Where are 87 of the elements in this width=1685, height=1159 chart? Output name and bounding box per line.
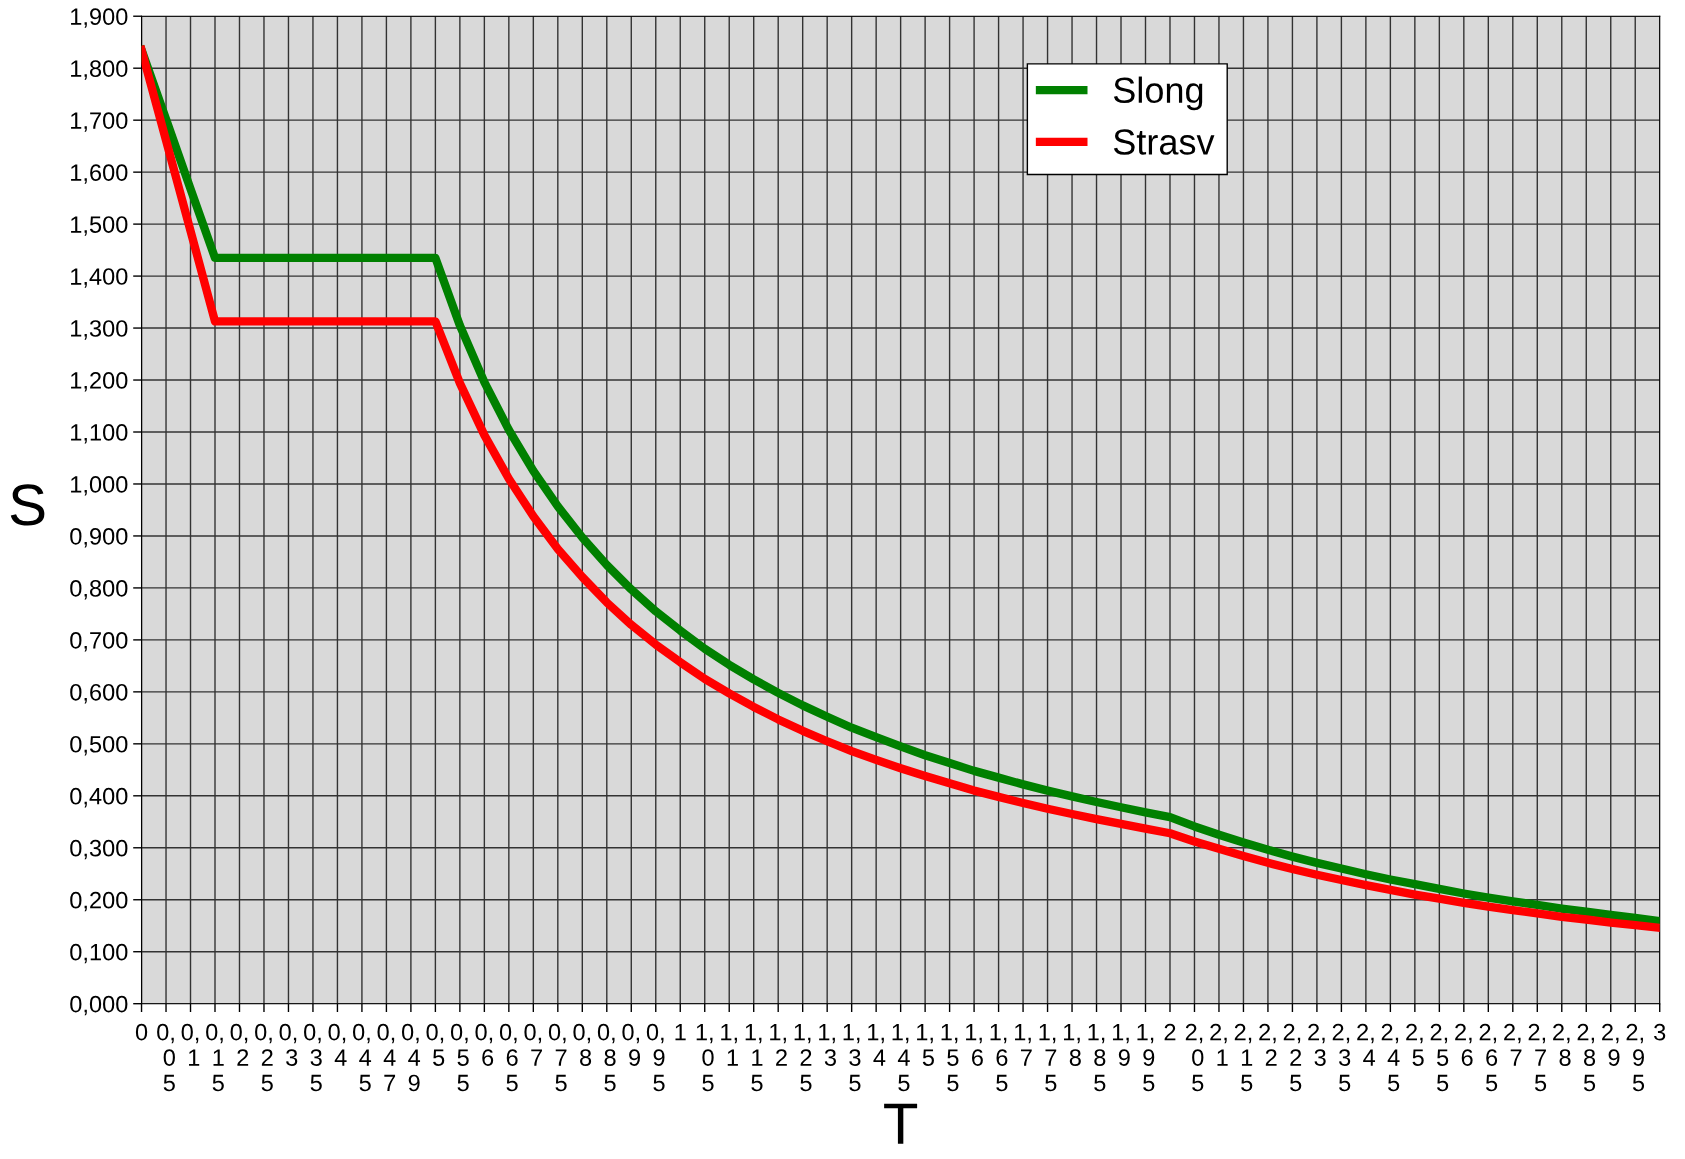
y-tick-label: 1,700 <box>71 112 128 132</box>
x-tick-label: 1,5 <box>917 1024 934 1066</box>
x-tick-label: 2,85 <box>1577 1023 1596 1092</box>
y-tick-label: 0,200 <box>70 891 128 912</box>
x-tick-label: 0,45 <box>353 1023 372 1092</box>
x-tick-label: 0,75 <box>548 1023 567 1092</box>
x-tick-label: 0,05 <box>157 1023 175 1092</box>
x-tick-label: 0,85 <box>597 1023 616 1092</box>
y-tick-label: 1,400 <box>71 268 128 288</box>
x-tick-label: 1,45 <box>892 1024 910 1092</box>
y-tick-label: 0,400 <box>70 787 128 808</box>
y-tick-label: 0,900 <box>70 528 128 548</box>
x-tick-label: 0,1 <box>181 1023 200 1066</box>
x-tick-label: 2,8 <box>1553 1023 1571 1066</box>
x-tick-label: 0,47 <box>377 1023 396 1092</box>
x-tick-label: 1,85 <box>1088 1024 1106 1092</box>
x-tick-label: 2,55 <box>1430 1023 1449 1092</box>
x-tick-label: 1,35 <box>843 1024 861 1092</box>
x-tick-label: 1,9 <box>1112 1024 1130 1066</box>
x-tick-label: 0,9 <box>622 1023 640 1066</box>
x-tick-label: 2,75 <box>1528 1023 1547 1092</box>
x-tick-label: 0,2 <box>230 1023 249 1066</box>
x-tick-label: 1,05 <box>696 1024 714 1092</box>
x-tick-label: 2,4 <box>1357 1023 1376 1066</box>
legend-label: Strasv <box>1113 129 1215 155</box>
x-tick-label: 1,75 <box>1039 1024 1057 1092</box>
x-tick-label: 0,55 <box>450 1023 469 1092</box>
x-tick-label: 0,15 <box>206 1023 224 1092</box>
legend-label: Slong <box>1113 76 1203 111</box>
x-tick-label: 0,6 <box>475 1023 494 1066</box>
y-tick-label: 1,800 <box>71 60 128 80</box>
x-tick-label: 1,2 <box>770 1024 787 1066</box>
y-tick-label: 0,800 <box>70 579 128 600</box>
x-tick-label: 2,7 <box>1504 1023 1522 1066</box>
x-tick-label: 2,25 <box>1283 1023 1302 1092</box>
x-tick-label: 0,7 <box>524 1023 542 1066</box>
y-tick-label: 0,000 <box>70 995 128 1016</box>
x-tick-label: 0,3 <box>279 1023 298 1066</box>
x-tick-label: 2,05 <box>1185 1023 1204 1092</box>
x-tick-label: 1,8 <box>1064 1024 1081 1066</box>
x-tick-label: 0,95 <box>646 1023 665 1092</box>
y-axis-title: S <box>10 484 45 526</box>
x-tick-label: 1,65 <box>990 1024 1008 1092</box>
x-tick-label: 1,3 <box>819 1024 836 1066</box>
x-tick-label: 0,25 <box>255 1023 273 1092</box>
x-tick-label: 0 <box>135 1023 148 1041</box>
y-tick-label: 1,300 <box>71 320 128 340</box>
y-tick-label: 1,100 <box>71 424 128 444</box>
x-tick-label: 1,6 <box>966 1024 983 1066</box>
x-tick-label: 1,15 <box>745 1024 763 1092</box>
y-tick-label: 0,700 <box>70 631 128 652</box>
x-axis-title: T <box>884 1103 918 1144</box>
x-tick-label: 2 <box>1164 1023 1176 1041</box>
x-tick-label: 2,9 <box>1602 1023 1620 1066</box>
x-tick-label: 2,3 <box>1308 1023 1326 1066</box>
x-tick-label: 0,8 <box>573 1023 592 1066</box>
x-tick-label: 2,5 <box>1406 1023 1424 1066</box>
x-tick-label: 2,6 <box>1455 1023 1473 1066</box>
x-tick-label: 2,1 <box>1210 1023 1228 1066</box>
x-tick-label: 0,49 <box>401 1023 421 1092</box>
x-tick-label: 1,4 <box>868 1024 886 1066</box>
y-tick-label: 0,100 <box>70 943 128 964</box>
x-tick-label: 3 <box>1654 1023 1666 1041</box>
x-tick-label: 2,65 <box>1479 1023 1498 1092</box>
x-tick-label: 1,1 <box>721 1024 738 1066</box>
y-tick-label: 0,300 <box>70 839 128 860</box>
x-tick-label: 2,15 <box>1234 1023 1253 1092</box>
x-tick-label: 0,4 <box>328 1023 347 1066</box>
x-tick-label: 1,55 <box>941 1024 959 1092</box>
x-tick-label: 1 <box>675 1024 686 1041</box>
x-tick-label: 2,35 <box>1332 1023 1351 1092</box>
x-tick-label: 2,95 <box>1626 1023 1645 1092</box>
y-tick-label: 1,600 <box>71 164 128 184</box>
y-tick-label: 0,500 <box>70 735 128 756</box>
x-tick-label: 2,45 <box>1381 1023 1400 1092</box>
x-tick-label: 1,7 <box>1015 1024 1032 1066</box>
x-tick-label: 1,95 <box>1137 1024 1155 1092</box>
x-tick-label: 2,2 <box>1259 1023 1277 1066</box>
y-tick-label: 1,200 <box>71 372 128 392</box>
x-tick-label: 0,5 <box>426 1023 445 1066</box>
y-tick-label: 1,500 <box>71 216 128 236</box>
y-tick-label: 1,900 <box>71 8 128 28</box>
y-tick-label: 1,000 <box>71 476 128 496</box>
x-tick-label: 0,35 <box>304 1023 322 1092</box>
x-tick-label: 0,65 <box>499 1023 518 1092</box>
x-tick-label: 1,25 <box>794 1024 812 1092</box>
y-tick-label: 0,600 <box>70 683 128 704</box>
